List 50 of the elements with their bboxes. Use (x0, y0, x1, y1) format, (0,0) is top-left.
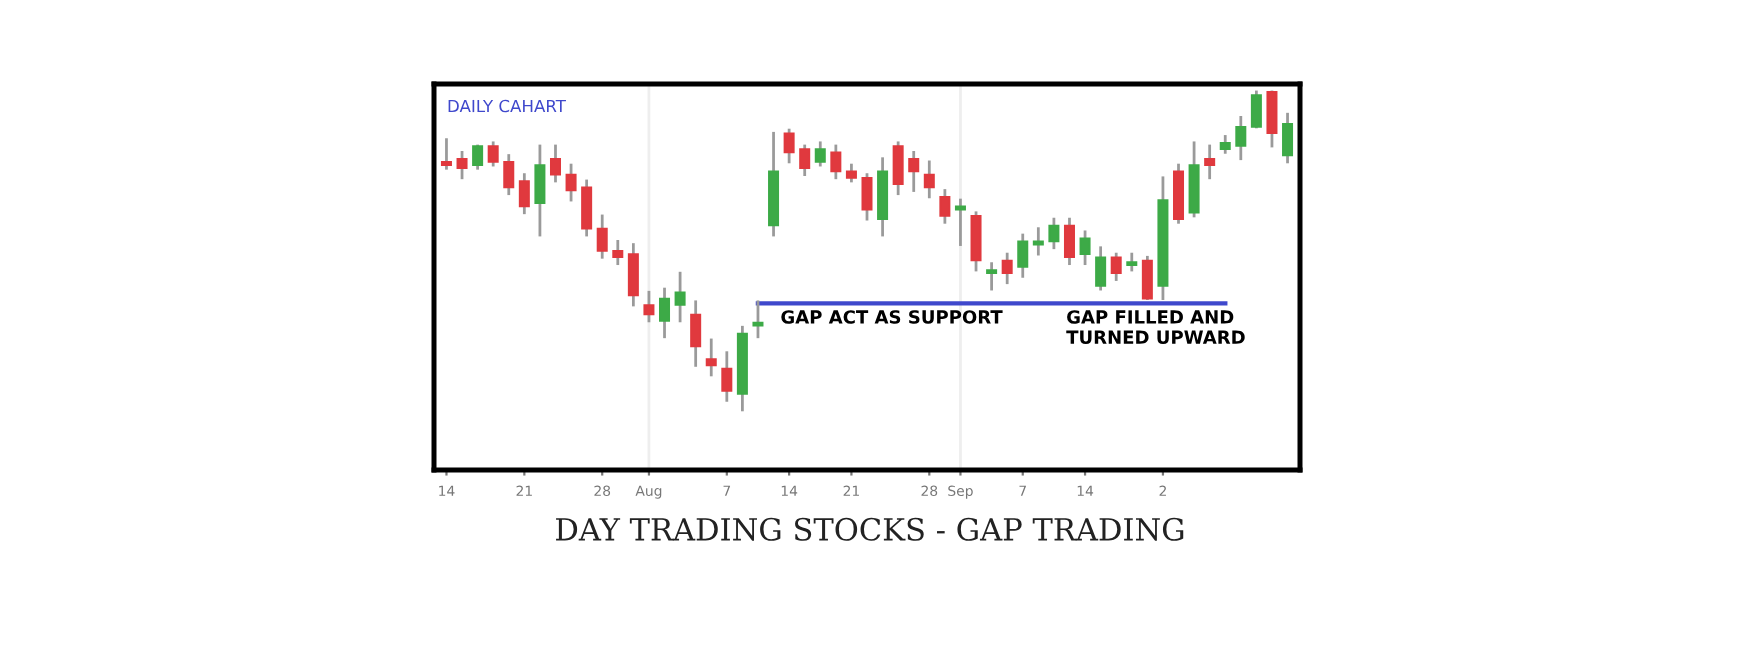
candlestick (892, 141, 904, 196)
candlestick (503, 154, 515, 196)
candlestick (783, 128, 795, 164)
candlestick (1110, 252, 1122, 281)
candlestick (1079, 230, 1091, 266)
annotation: GAP ACT AS SUPPORT (781, 310, 1003, 324)
candlestick (1266, 90, 1278, 148)
candlestick (1204, 144, 1216, 180)
candlestick (549, 144, 561, 183)
candlestick (596, 214, 608, 259)
candlestick (939, 189, 951, 224)
candlestick (877, 157, 889, 237)
candlestick (1188, 141, 1200, 218)
candlestick (923, 160, 935, 199)
candlestick (1095, 246, 1107, 291)
text: DAY TRADING STOCKS - GAP TRADING (556, 517, 1184, 541)
candlestick (1235, 116, 1247, 161)
candlestick (534, 144, 546, 237)
candlestick (1173, 163, 1185, 224)
candlestick (1141, 255, 1153, 301)
candlestick (830, 144, 842, 180)
candlestick (1001, 252, 1013, 285)
candlestick (581, 179, 593, 237)
candlestick (612, 240, 624, 266)
candlestick (814, 141, 826, 167)
candlestick (1063, 217, 1075, 266)
candlestick (1282, 112, 1294, 164)
candlestick (1017, 233, 1029, 278)
candlestick (986, 262, 998, 291)
candlestick (690, 300, 702, 367)
candlestick (440, 138, 452, 170)
candlestick (472, 144, 484, 170)
candlestick (659, 287, 671, 339)
candlestick (908, 150, 920, 192)
candlestick (456, 150, 468, 180)
candlestick (487, 141, 499, 167)
candlestick (627, 243, 639, 307)
candlestick (1250, 90, 1262, 129)
candlestick (861, 173, 873, 221)
candlestick (674, 271, 686, 323)
chart-subtitle: DAILY CAHART (448, 99, 566, 113)
candlestick (970, 211, 982, 272)
candlestick (565, 163, 577, 202)
candlestick (1048, 217, 1060, 250)
candlestick (518, 173, 530, 215)
candlestick (643, 290, 655, 323)
candlestick (721, 351, 733, 402)
candlestick (705, 338, 717, 377)
annotation: GAP FILLED AND TURNED UPWARD (1066, 310, 1245, 344)
candlestick (799, 144, 811, 177)
